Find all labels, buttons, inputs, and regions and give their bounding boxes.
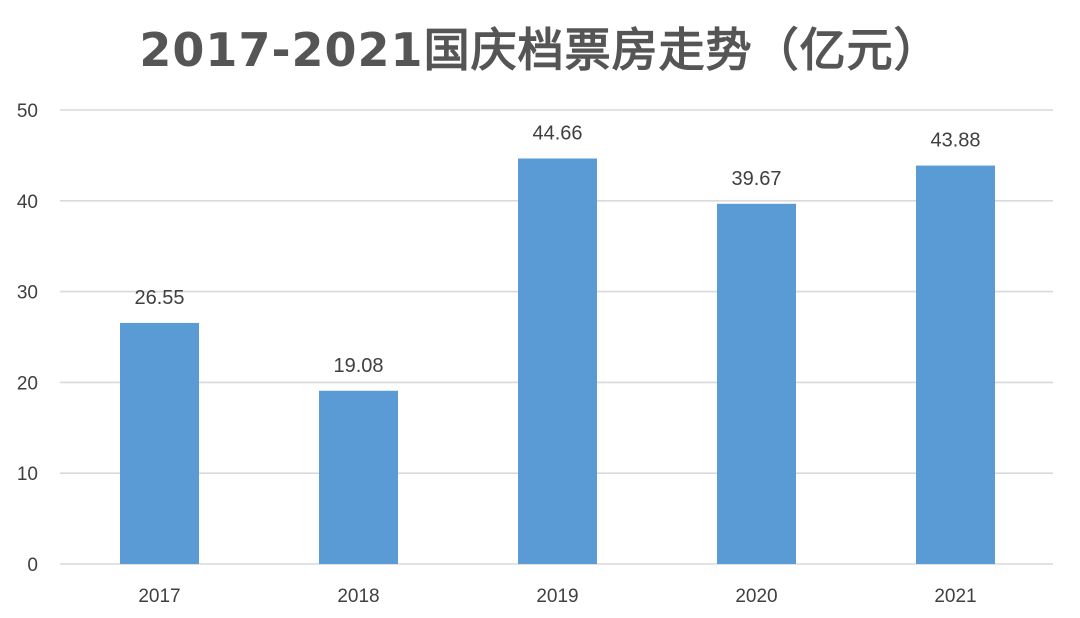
x-tick-label-2021: 2021 — [934, 586, 976, 607]
y-tick-label: 20 — [17, 373, 38, 394]
bars — [120, 158, 995, 565]
bar-2019 — [518, 158, 597, 565]
bar-2020 — [717, 203, 796, 565]
y-tick-label: 50 — [17, 101, 38, 122]
y-tick-label: 10 — [17, 464, 38, 485]
x-tick-label-2017: 2017 — [138, 586, 180, 607]
chart-title: 2017-2021国庆档票房走势（亿元） — [139, 23, 941, 77]
x-tick-label-2019: 2019 — [536, 586, 578, 607]
data-label-2017: 26.55 — [134, 287, 184, 309]
x-tick-label-2020: 2020 — [735, 586, 777, 607]
y-tick-label: 40 — [17, 192, 38, 213]
x-axis-ticks: 2017 2018 2019 2020 2021 — [138, 586, 976, 607]
y-tick-label: 0 — [27, 555, 38, 576]
bar-2017 — [120, 322, 199, 564]
y-axis-ticks: 0 10 20 30 40 50 — [17, 101, 38, 576]
data-label-2020: 39.67 — [731, 168, 781, 190]
data-label-2018: 19.08 — [333, 355, 383, 377]
bar-2021 — [916, 165, 995, 565]
data-label-2021: 43.88 — [930, 130, 980, 152]
data-labels: 26.55 19.08 44.66 39.67 43.88 — [134, 122, 980, 376]
bar-2018 — [319, 390, 398, 564]
data-label-2019: 44.66 — [532, 122, 582, 144]
y-tick-label: 30 — [17, 283, 38, 304]
x-tick-label-2018: 2018 — [337, 586, 379, 607]
